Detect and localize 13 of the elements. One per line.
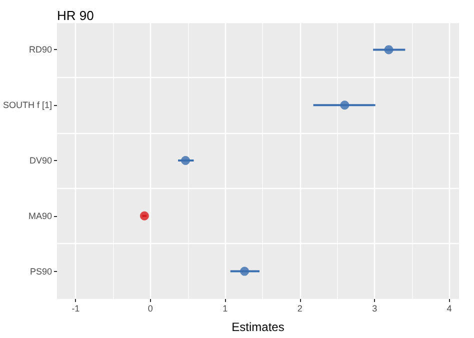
x-tick-label: 0 xyxy=(148,304,153,314)
y-tick-label: RD90 xyxy=(28,44,52,55)
x-axis-title: Estimates xyxy=(232,320,284,334)
x-tick-label: 1 xyxy=(222,304,228,314)
y-tick-label: SOUTH f [1] xyxy=(2,100,52,110)
y-tick-label: PS90 xyxy=(30,266,52,276)
chart-title: HR 90 xyxy=(57,8,94,23)
x-tick-label: 4 xyxy=(446,304,452,314)
y-tick-label: DV90 xyxy=(29,156,52,166)
y-tick-label: MA90 xyxy=(28,210,52,221)
x-tick-label: 2 xyxy=(297,304,302,314)
x-tick-label: 3 xyxy=(372,304,378,314)
x-tick-label: -1 xyxy=(72,304,80,314)
